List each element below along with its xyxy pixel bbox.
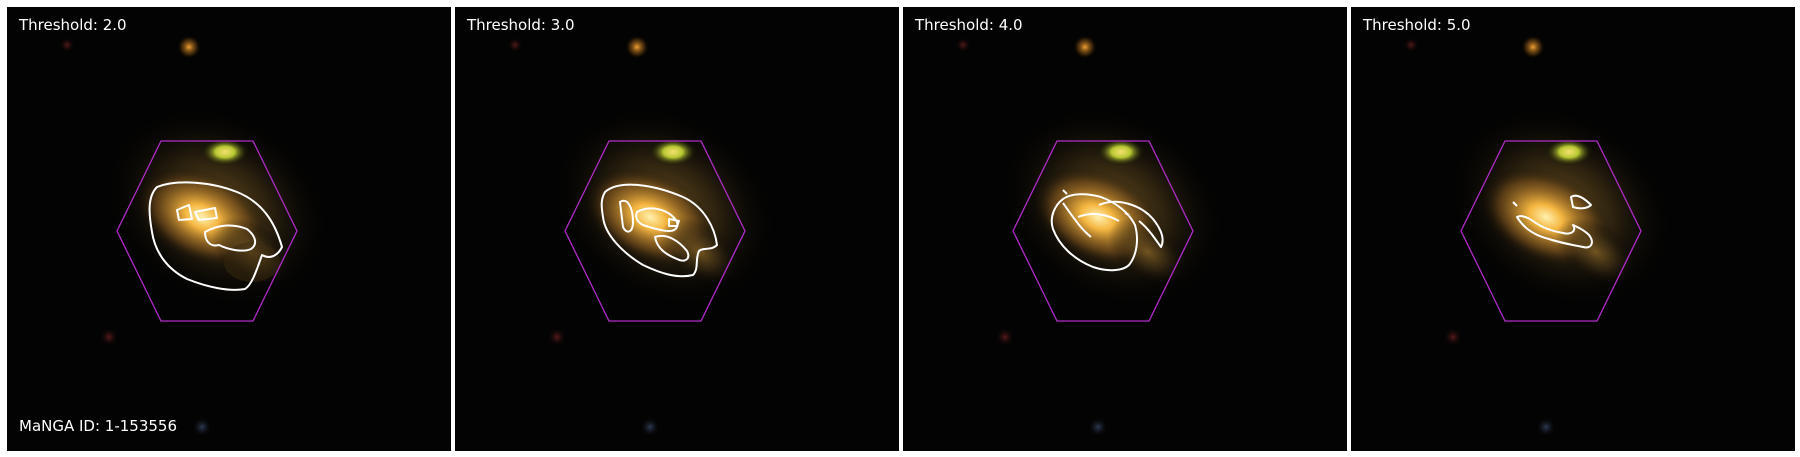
panel-threshold-label: Threshold: 2.0 <box>19 16 127 34</box>
ifu-hexagon <box>116 140 298 322</box>
manga-id-label: MaNGA ID: 1-153556 <box>19 417 178 435</box>
galaxy-image <box>455 7 899 451</box>
contour-lines <box>148 181 283 291</box>
galaxy-image <box>903 7 1347 451</box>
panel-threshold-2: Threshold: 2.0 MaNGA ID: 1-153556 <box>7 7 451 451</box>
panel-threshold-label: Threshold: 4.0 <box>915 16 1023 34</box>
contour-lines <box>600 183 718 278</box>
galaxy-image <box>1351 7 1795 451</box>
contour-lines <box>1050 189 1164 272</box>
galaxy-image <box>7 7 451 451</box>
ifu-hexagon <box>564 140 746 322</box>
panel-threshold-5: Threshold: 5.0 <box>1351 7 1795 451</box>
contour-lines <box>1512 194 1593 249</box>
panel-threshold-4: Threshold: 4.0 <box>903 7 1347 451</box>
ifu-hexagon <box>1012 140 1194 322</box>
panel-threshold-3: Threshold: 3.0 <box>455 7 899 451</box>
ifu-hexagon <box>1460 140 1642 322</box>
panel-threshold-label: Threshold: 3.0 <box>467 16 575 34</box>
panel-threshold-label: Threshold: 5.0 <box>1363 16 1471 34</box>
